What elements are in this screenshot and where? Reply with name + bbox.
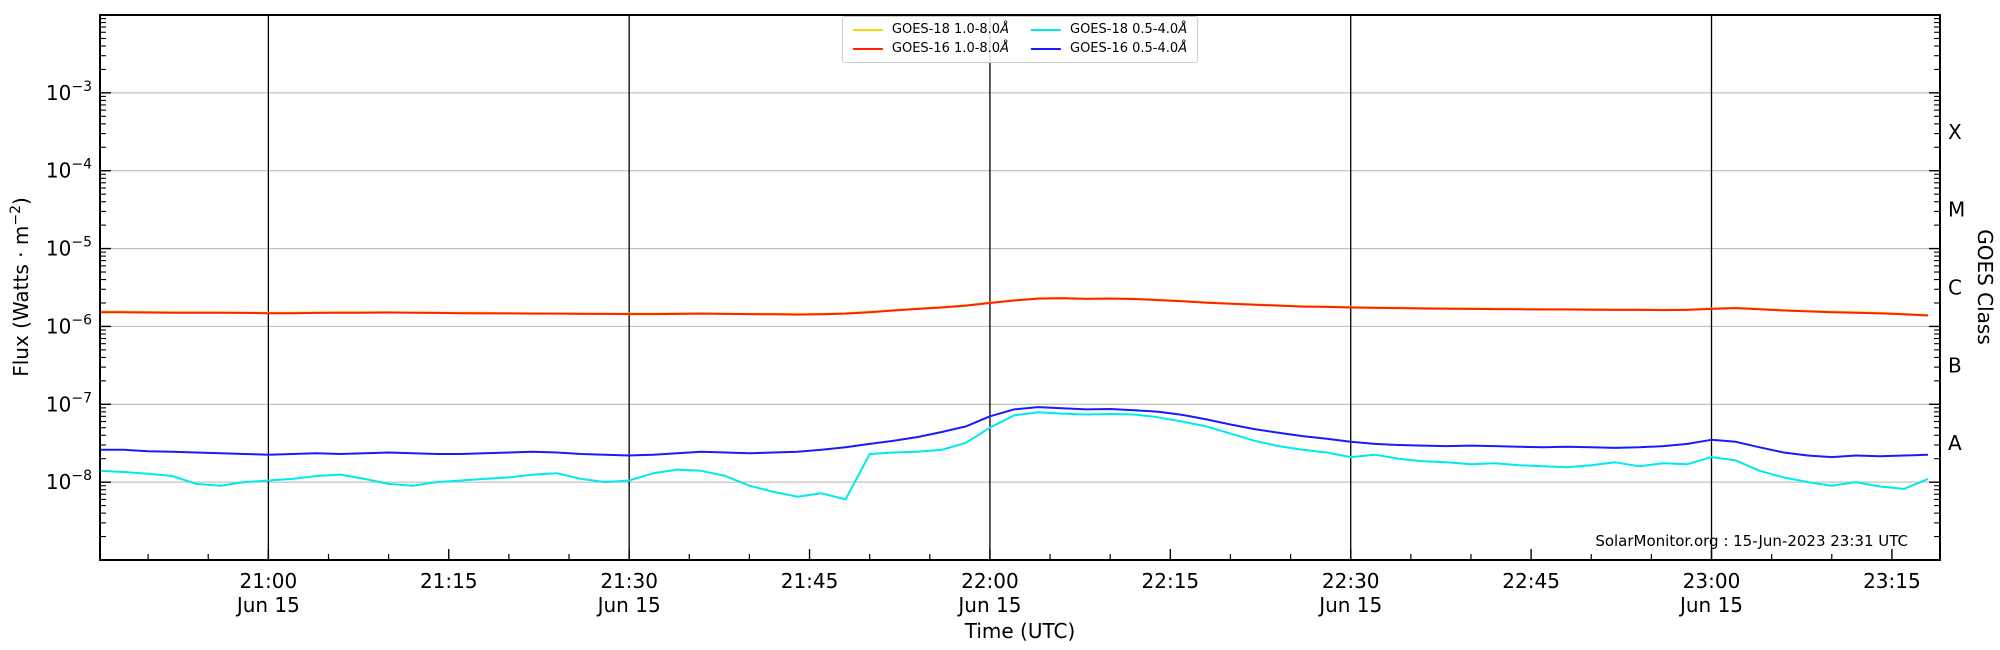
chart-legend: GOES-18 1.0-8.0Å GOES-16 1.0-8.0Å GOES-18 … bbox=[841, 16, 1199, 63]
x-tick-label: 23:15 bbox=[1863, 569, 1921, 593]
right-axis-title: GOES Class bbox=[1973, 229, 1997, 345]
goes-class-letter: M bbox=[1948, 198, 1965, 222]
legend-item: GOES-18 1.0-8.0Å bbox=[852, 22, 1009, 38]
x-tick-date-label: Jun 15 bbox=[235, 593, 300, 617]
y-tick-label: 10−4 bbox=[46, 157, 92, 183]
y-tick-label: 10−8 bbox=[46, 468, 92, 494]
x-tick-label: 22:30 bbox=[1322, 569, 1380, 593]
x-tick-date-label: Jun 15 bbox=[956, 593, 1021, 617]
plot-border bbox=[99, 14, 1941, 561]
legend-line-swatch bbox=[852, 29, 883, 31]
x-tick-label: 21:15 bbox=[420, 569, 478, 593]
legend-label: GOES-18 1.0-8.0Å bbox=[891, 22, 1009, 37]
source-annotation: SolarMonitor.org : 15-Jun-2023 23:31 UTC bbox=[1595, 532, 1908, 550]
x-tick-date-label: Jun 15 bbox=[596, 593, 661, 617]
y-tick-label: 10−6 bbox=[46, 312, 92, 338]
legend-line-swatch bbox=[1031, 48, 1061, 50]
series-line bbox=[100, 297, 1929, 317]
x-tick-label: 21:45 bbox=[781, 569, 839, 593]
legend-label: GOES-18 0.5-4.0Å bbox=[1070, 22, 1188, 37]
x-tick-date-label: Jun 15 bbox=[1317, 593, 1382, 617]
x-axis-title: Time (UTC) bbox=[964, 619, 1076, 643]
x-tick-label: 22:45 bbox=[1502, 569, 1560, 593]
series-line bbox=[100, 411, 1929, 501]
x-tick-label: 22:15 bbox=[1142, 569, 1200, 593]
legend-item: GOES-16 0.5-4.0Å bbox=[1031, 41, 1187, 57]
y-axis-title: Flux (Watts · m−2) bbox=[8, 197, 33, 377]
x-tick-label: 22:00 bbox=[961, 569, 1019, 593]
x-tick-label: 21:30 bbox=[600, 569, 658, 593]
legend-item: GOES-16 1.0-8.0Å bbox=[852, 41, 1009, 57]
goes-class-letter: X bbox=[1948, 120, 1962, 144]
legend-line-swatch bbox=[852, 48, 883, 50]
legend-line-swatch bbox=[1031, 29, 1061, 31]
goes-class-letter: C bbox=[1948, 276, 1962, 300]
x-tick-date-label: Jun 15 bbox=[1678, 593, 1743, 617]
y-tick-label: 10−3 bbox=[46, 79, 92, 105]
x-tick-label: 21:00 bbox=[240, 569, 298, 593]
legend-label: GOES-16 1.0-8.0Å bbox=[891, 41, 1009, 56]
y-tick-label: 10−7 bbox=[46, 390, 92, 416]
x-tick-label: 23:00 bbox=[1683, 569, 1741, 593]
goes-class-letter: B bbox=[1948, 353, 1962, 377]
series-line bbox=[100, 406, 1929, 459]
legend-label: GOES-16 0.5-4.0Å bbox=[1070, 41, 1188, 56]
legend-item: GOES-18 0.5-4.0Å bbox=[1031, 22, 1187, 38]
y-tick-label: 10−5 bbox=[46, 235, 92, 261]
goes-class-letter: A bbox=[1948, 431, 1962, 455]
